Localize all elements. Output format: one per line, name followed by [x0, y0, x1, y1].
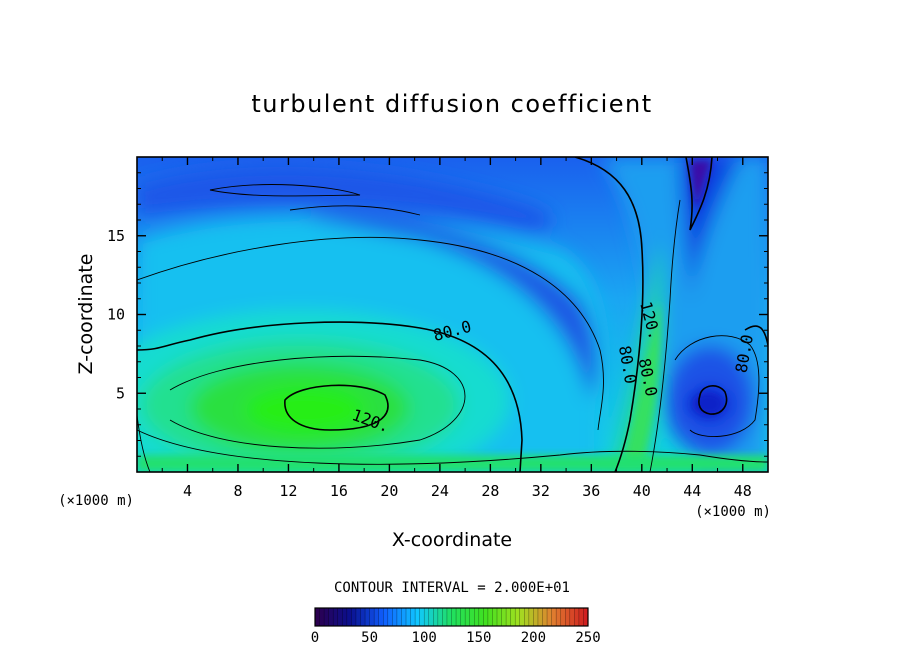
colorbar-swatch [392, 608, 398, 626]
x-axis: 4 8 12 16 20 24 28 32 36 40 44 48 [161, 157, 752, 500]
colorbar-swatch [542, 608, 548, 626]
x-unit-left: (×1000 m) [58, 493, 134, 509]
colorbar-swatch [406, 608, 412, 626]
colorbar-swatch [424, 608, 430, 626]
colorbar-tick-label: 200 [521, 630, 546, 646]
colorbar-swatch [351, 608, 357, 626]
colorbar-tick-label: 150 [466, 630, 491, 646]
colorbar-swatch [492, 608, 498, 626]
colorbar-swatch [501, 608, 507, 626]
contour-interval: CONTOUR INTERVAL = 2.000E+01 [334, 580, 570, 596]
colorbar-swatch [446, 608, 452, 626]
colorbar-swatch [355, 608, 361, 626]
colorbar-swatch [369, 608, 375, 626]
x-tick-label: 32 [532, 482, 550, 500]
x-tick-label: 40 [633, 482, 651, 500]
colorbar-swatch [415, 608, 421, 626]
colorbar [314, 607, 589, 627]
colorbar-swatch [378, 608, 384, 626]
colorbar-swatch [342, 608, 348, 626]
colorbar-swatch [428, 608, 434, 626]
colorbar-swatch [533, 608, 539, 626]
colorbar-swatch [510, 608, 516, 626]
y-axis-label: Z-coordinate [75, 254, 97, 375]
x-tick-label: 28 [481, 482, 499, 500]
colorbar-swatch [578, 608, 584, 626]
y-tick-label: 10 [107, 306, 125, 324]
colorbar-swatch [574, 608, 580, 626]
x-tick-label: 44 [683, 482, 701, 500]
y-tick-label: 5 [116, 384, 125, 402]
colorbar-swatch [465, 608, 471, 626]
colorbar-swatch [524, 608, 530, 626]
colorbar-swatch [515, 608, 521, 626]
y-axis: 5 10 15 [107, 172, 768, 457]
colorbar-swatch [556, 608, 562, 626]
x-tick-label: 36 [582, 482, 600, 500]
colorbar-swatch [519, 608, 525, 626]
colorbar-swatch [469, 608, 475, 626]
x-axis-label: X-coordinate [392, 529, 512, 551]
colorbar-swatch [528, 608, 534, 626]
x-tick-label: 4 [183, 482, 192, 500]
colorbar-swatch [506, 608, 512, 626]
colorbar-swatch [569, 608, 575, 626]
colorbar-swatch [319, 608, 325, 626]
x-tick-label: 48 [734, 482, 752, 500]
colorbar-swatch [337, 608, 343, 626]
x-tick-label: 12 [279, 482, 297, 500]
colorbar-swatch [583, 608, 589, 626]
colorbar-swatch [547, 608, 553, 626]
colorbar-ticks: 0 50 100 150 200 250 [311, 630, 601, 646]
colorbar-swatch [365, 608, 371, 626]
colorbar-swatch [451, 608, 457, 626]
colorbar-tick-label: 0 [311, 630, 319, 646]
colorbar-swatch [478, 608, 484, 626]
colorbar-frame [314, 607, 589, 627]
colorbar-swatch [565, 608, 571, 626]
x-unit-right: (×1000 m) [695, 504, 771, 520]
colorbar-swatch [537, 608, 543, 626]
colorbar-swatch [346, 608, 352, 626]
colorbar-swatch [474, 608, 480, 626]
colorbar-swatch [460, 608, 466, 626]
x-tick-label: 24 [431, 482, 449, 500]
colorbar-swatch [437, 608, 443, 626]
colorbar-swatch [328, 608, 334, 626]
colorbar-swatch [560, 608, 566, 626]
colorbar-swatch [383, 608, 389, 626]
colorbar-swatch [456, 608, 462, 626]
x-tick-label: 8 [233, 482, 242, 500]
colorbar-swatch [487, 608, 493, 626]
colorbar-swatch [396, 608, 402, 626]
colorbar-swatch [419, 608, 425, 626]
colorbar-tick-label: 50 [361, 630, 378, 646]
colorbar-swatch [483, 608, 489, 626]
colorbar-swatch [433, 608, 439, 626]
colorbar-swatch [551, 608, 557, 626]
colorbar-swatch [315, 608, 321, 626]
colorbar-tick-label: 250 [575, 630, 600, 646]
x-tick-label: 16 [330, 482, 348, 500]
colorbar-swatch [324, 608, 330, 626]
colorbar-swatch [333, 608, 339, 626]
y-tick-label: 15 [107, 227, 125, 245]
x-tick-label: 20 [380, 482, 398, 500]
colorbar-swatch [442, 608, 448, 626]
colorbar-tick-label: 100 [412, 630, 437, 646]
contour-lines [137, 157, 768, 472]
colorbar-swatch [374, 608, 380, 626]
colorbar-swatch [497, 608, 503, 626]
colorbar-swatch [401, 608, 407, 626]
chart-title: turbulent diffusion coefficient [251, 90, 652, 118]
colorbar-swatch [360, 608, 366, 626]
colorbar-swatch [387, 608, 393, 626]
colorbar-swatch [410, 608, 416, 626]
